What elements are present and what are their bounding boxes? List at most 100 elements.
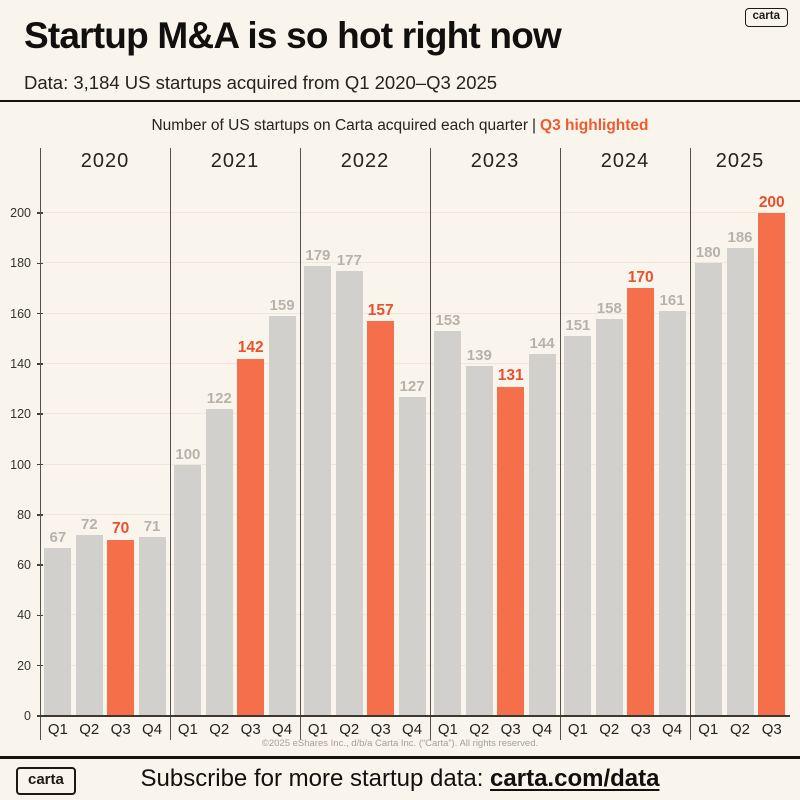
bar-column-2022-Q1: 179 Q1 [304,246,332,738]
bar-2024-Q2 [595,318,623,716]
bar-value-2022-Q2: 177 [336,251,362,269]
bar-2021-Q2 [205,409,233,716]
y-tick-label-20: 20 [17,658,31,673]
bar-value-2023-Q1: 153 [435,312,461,330]
bar-column-2025-Q3: 200 Q3 [758,193,786,738]
bar-value-2024-Q4: 161 [659,292,685,310]
year-separator-5 [690,148,692,740]
gridline-200 [40,212,790,213]
bar-value-2020-Q1: 67 [49,528,67,546]
x-label-2024-Q2: Q2 [599,721,620,738]
bar-value-2022-Q1: 179 [305,246,331,264]
bar-column-2024-Q3: 170 Q3 [627,268,655,738]
bar-column-2020-Q4: 71 Q4 [138,518,166,738]
bar-column-2022-Q3: 157 Q3 [367,301,395,738]
x-label-2023-Q1: Q1 [437,721,458,738]
bar-2022-Q1 [304,265,332,716]
x-label-2025-Q2: Q2 [729,721,750,738]
x-label-2023-Q3: Q3 [500,721,521,738]
x-label-2021-Q3: Q3 [240,721,261,738]
x-axis-line [40,715,790,717]
year-label-2020: 2020 [80,150,130,172]
bar-value-2020-Q3: 70 [112,520,130,538]
carta-logo-top: carta [744,8,788,27]
year-label-2021: 2021 [210,150,260,172]
bar-2022-Q3 [367,321,395,716]
bar-value-2021-Q3: 142 [237,339,264,357]
x-label-2022-Q2: Q2 [339,721,360,738]
bar-value-2023-Q4: 144 [529,334,555,352]
year-label-2025: 2025 [715,150,765,172]
bar-2025-Q3 [758,213,786,716]
year-group-2022: 2022 179 Q1 177 Q2 157 Q3 127 Q4 [300,148,430,738]
bar-value-2025-Q3: 200 [758,193,785,211]
footer-bar: carta Subscribe for more startup data: c… [0,758,800,800]
bar-column-2025-Q2: 186 Q2 [726,229,754,738]
subscribe-text: Subscribe for more startup data: [140,765,491,792]
y-tick-label-40: 40 [17,608,31,623]
x-label-2022-Q1: Q1 [307,721,328,738]
bar-2023-Q2 [465,366,493,716]
y-tick-label-80: 80 [17,507,31,522]
year-separator-4 [560,148,562,740]
bar-column-2023-Q3: 131 Q3 [497,367,525,738]
bar-value-2025-Q2: 186 [727,229,753,247]
bar-column-2022-Q4: 127 Q4 [398,379,426,738]
bar-2021-Q3 [237,358,265,716]
x-label-2024-Q3: Q3 [630,721,651,738]
bar-value-2020-Q2: 72 [80,515,98,533]
chart-title-main: Number of US startups on Carta acquired … [151,117,528,134]
bar-column-2023-Q4: 144 Q4 [528,334,556,738]
bar-2023-Q4 [528,353,556,716]
bar-value-2022-Q3: 157 [367,301,394,319]
bar-2023-Q1 [434,331,462,716]
x-label-2020-Q3: Q3 [110,721,131,738]
x-label-2024-Q1: Q1 [567,721,588,738]
bar-2024-Q3 [627,288,655,716]
top-divider [0,100,800,102]
subscribe-line: Subscribe for more startup data: carta.c… [0,765,800,793]
year-separator-1 [170,148,172,740]
bar-column-2025-Q1: 180 Q1 [694,245,722,738]
x-label-2022-Q4: Q4 [402,721,423,738]
gridline-140 [40,362,790,364]
bar-2025-Q1 [694,263,722,716]
x-label-2020-Q4: Q4 [142,721,163,738]
bar-2024-Q4 [658,311,686,716]
bar-2021-Q4 [268,316,296,716]
x-label-2020-Q2: Q2 [79,721,100,738]
bar-2020-Q4 [138,537,166,716]
bar-value-2023-Q3: 131 [497,367,524,385]
year-group-2024: 2024 151 Q1 158 Q2 170 Q3 161 Q4 [560,148,690,738]
bar-value-2020-Q4: 71 [143,518,161,536]
y-tick-label-0: 0 [24,709,31,723]
bar-column-2021-Q1: 100 Q1 [174,447,202,738]
chart-title-highlight: Q3 highlighted [540,117,649,134]
bar-column-2020-Q3: 70 Q3 [107,520,135,738]
year-group-2020: 2020 67 Q1 72 Q2 70 Q3 71 Q4 [40,148,170,738]
page-title: Startup M&A is so hot right now [24,15,562,56]
x-label-2021-Q2: Q2 [209,721,230,738]
x-label-2023-Q2: Q2 [469,721,490,738]
bar-2020-Q1 [44,547,72,716]
y-axis-line [40,148,42,740]
plot-area: 0 20 40 60 80 100 120 140 160 180 200 2020 67 Q1 72 Q2 7… [10,148,790,740]
bar-column-2024-Q4: 161 Q4 [658,292,686,738]
subscribe-link[interactable]: carta.com/data [490,765,660,792]
gridline-160 [40,312,790,314]
bar-2023-Q3 [497,386,525,716]
year-separator-2 [300,148,302,740]
bar-2020-Q2 [75,534,103,716]
x-label-2024-Q4: Q4 [662,721,683,738]
bar-2022-Q2 [335,270,363,716]
bar-value-2024-Q3: 170 [627,268,654,286]
bar-column-2020-Q1: 67 Q1 [44,528,72,738]
y-tick-label-100: 100 [10,457,31,472]
bar-2024-Q1 [564,336,592,716]
y-tick-label-140: 140 [10,356,31,371]
bar-2021-Q1 [174,464,202,716]
y-tick-label-180: 180 [10,256,31,271]
copyright-text: ©2025 eShares Inc., d/b/a Carta Inc. (“C… [261,738,539,749]
gridline-180 [40,262,790,264]
year-group-2023: 2023 153 Q1 139 Q2 131 Q3 144 Q4 [430,148,560,738]
